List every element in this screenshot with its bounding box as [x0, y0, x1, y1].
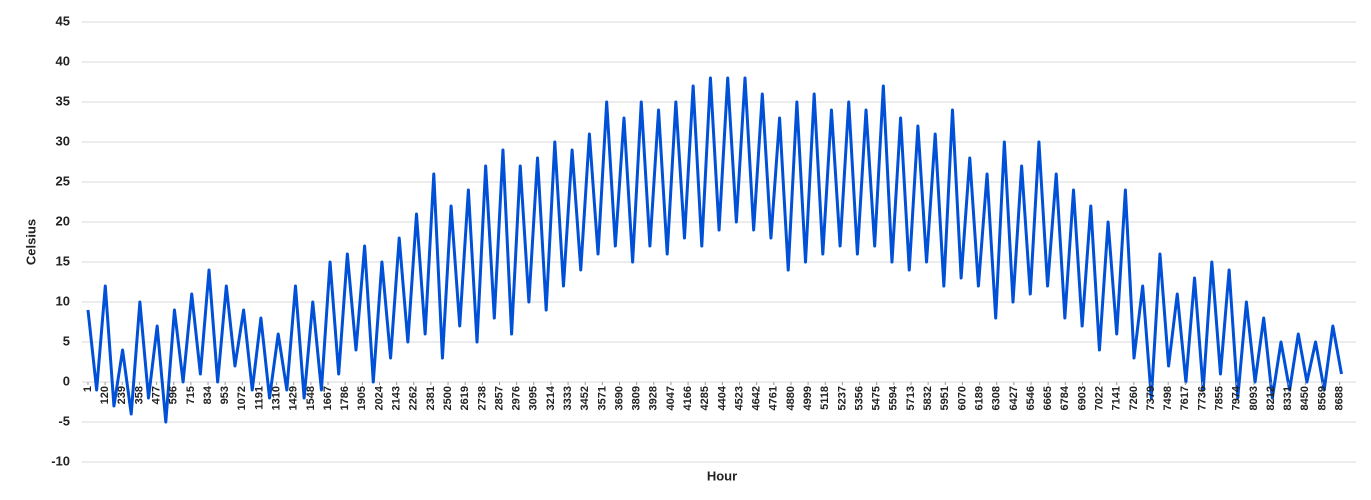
x-tick-label: 6427 — [1008, 386, 1020, 410]
x-tick-label: 8450 — [1299, 386, 1311, 410]
x-tick-label: 4761 — [768, 386, 780, 410]
x-tick-label: 6784 — [1059, 385, 1071, 410]
x-tick-label: 2738 — [476, 386, 488, 410]
x-tick-label: 7855 — [1214, 386, 1226, 410]
x-tick-label: 8331 — [1282, 386, 1294, 410]
y-tick-label: 25 — [56, 173, 70, 188]
x-tick-label: 8688 — [1334, 386, 1346, 410]
x-tick-label: 5713 — [905, 386, 917, 410]
x-tick-label: 715 — [185, 386, 197, 404]
x-tick-label: 4523 — [733, 386, 745, 410]
x-tick-label: 8093 — [1248, 386, 1260, 410]
x-tick-label: 3571 — [596, 386, 608, 410]
x-tick-label: 2381 — [425, 386, 437, 410]
x-tick-label: 2976 — [511, 386, 523, 410]
x-tick-label: 4285 — [699, 386, 711, 410]
x-tick-label: 5832 — [922, 386, 934, 410]
x-tick-label: 3809 — [631, 386, 643, 410]
x-tick-label: 7498 — [1162, 386, 1174, 410]
x-tick-label: 4404 — [716, 385, 728, 410]
x-tick-label: 2024 — [373, 385, 385, 410]
x-tick-label: 1191 — [253, 386, 265, 410]
x-tick-label: 1786 — [339, 386, 351, 410]
x-tick-label: 1310 — [271, 386, 283, 410]
x-tick-label: 5237 — [836, 386, 848, 410]
x-tick-label: 4047 — [665, 386, 677, 410]
y-axis-label: Celsius — [23, 219, 38, 265]
x-tick-label: 596 — [168, 386, 180, 404]
x-tick-label: 4166 — [682, 386, 694, 410]
x-tick-label: 4880 — [785, 386, 797, 410]
x-tick-label: 5118 — [819, 386, 831, 410]
x-tick-label: 3214 — [545, 385, 557, 410]
x-tick-label: 7974 — [1231, 385, 1243, 410]
x-tick-label: 6189 — [973, 386, 985, 410]
x-tick-label: 5356 — [853, 386, 865, 410]
x-tick-label: 3452 — [579, 386, 591, 410]
y-tick-label: 20 — [56, 213, 70, 228]
x-tick-label: 7260 — [1128, 386, 1140, 410]
y-tick-label: 0 — [63, 373, 70, 388]
x-tick-label: 358 — [133, 386, 145, 404]
x-tick-label: 1072 — [236, 386, 248, 410]
x-tick-label: 2619 — [459, 386, 471, 410]
x-tick-label: 6665 — [1042, 386, 1054, 410]
y-tick-label: 10 — [56, 293, 70, 308]
x-tick-label: 1667 — [322, 386, 334, 410]
x-tick-label: 4999 — [802, 386, 814, 410]
x-axis-label: Hour — [707, 468, 737, 483]
x-tick-label: 6903 — [1076, 386, 1088, 410]
x-tick-label: 7379 — [1145, 386, 1157, 410]
x-tick-label: 7022 — [1093, 386, 1105, 410]
y-tick-label: 40 — [56, 53, 70, 68]
x-tick-label: 834 — [202, 385, 214, 404]
x-tick-label: 1905 — [356, 386, 368, 410]
x-tick-label: 477 — [150, 386, 162, 404]
x-tick-label: 7141 — [1111, 386, 1123, 410]
x-tick-label: 5594 — [888, 385, 900, 410]
x-tick-label: 8212 — [1265, 386, 1277, 410]
y-tick-label: 15 — [56, 253, 70, 268]
x-tick-label: 120 — [99, 386, 111, 404]
x-tick-label: 4642 — [751, 386, 763, 410]
x-tick-label: 5951 — [939, 386, 951, 410]
x-tick-label: 2143 — [391, 386, 403, 410]
x-tick-label: 3690 — [613, 386, 625, 410]
x-tick-label: 6070 — [956, 386, 968, 410]
y-tick-label: 45 — [56, 13, 70, 28]
x-tick-label: 239 — [116, 386, 128, 404]
y-tick-label: 5 — [63, 333, 70, 348]
x-tick-label: 3928 — [648, 386, 660, 410]
x-tick-label: 1548 — [305, 386, 317, 410]
x-tick-label: 1 — [82, 386, 94, 392]
y-tick-label: 35 — [56, 93, 70, 108]
y-tick-label: 30 — [56, 133, 70, 148]
temperature-line — [86, 76, 1343, 424]
y-tick-label: -10 — [51, 453, 70, 468]
x-tick-label: 6546 — [1025, 386, 1037, 410]
x-tick-label: 8569 — [1316, 386, 1328, 410]
x-tick-label: 7617 — [1179, 386, 1191, 410]
x-tick-label: 1429 — [288, 386, 300, 410]
x-tick-label: 7736 — [1196, 386, 1208, 410]
x-tick-label: 3333 — [562, 386, 574, 410]
x-tick-label: 6308 — [991, 386, 1003, 410]
x-tick-label: 2500 — [442, 386, 454, 410]
y-tick-label: -5 — [58, 413, 70, 428]
x-tick-label: 5475 — [871, 386, 883, 410]
x-tick-label: 2262 — [408, 386, 420, 410]
x-tick-label: 3095 — [528, 386, 540, 410]
x-tick-label: 2857 — [493, 386, 505, 410]
x-tick-label: 953 — [219, 386, 231, 404]
